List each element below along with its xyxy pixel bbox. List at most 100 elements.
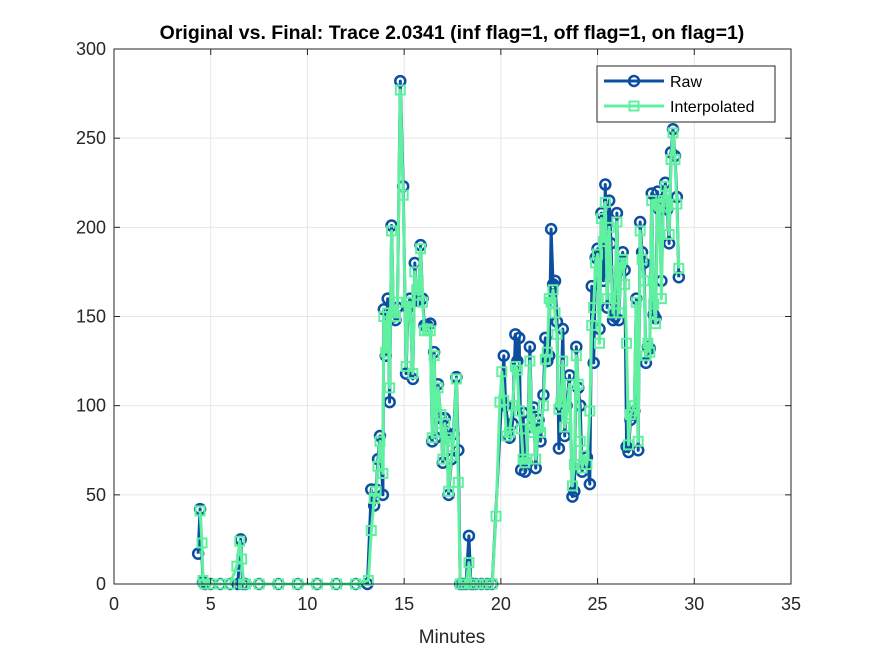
data-point-raw xyxy=(587,356,600,370)
data-point-interpolated xyxy=(432,382,444,394)
data-point-interpolated xyxy=(463,557,475,569)
data-point-interpolated xyxy=(555,396,567,408)
data-point-interpolated xyxy=(557,355,569,367)
data-point-interpolated xyxy=(541,346,553,358)
data-point-interpolated xyxy=(443,485,455,497)
data-point-interpolated xyxy=(619,278,631,290)
data-point-interpolated xyxy=(630,296,642,308)
data-point-interpolated xyxy=(428,350,440,362)
data-point-raw xyxy=(645,187,658,200)
data-point-raw xyxy=(585,279,599,293)
data-point-interpolated xyxy=(524,355,536,367)
x-tick-label: 5 xyxy=(206,594,216,614)
data-point-interpolated xyxy=(621,337,633,349)
data-point-raw xyxy=(497,349,511,362)
data-point-interpolated xyxy=(407,368,419,380)
legend-marker-raw xyxy=(627,74,641,88)
legend-label-raw: Raw xyxy=(670,74,702,91)
data-point-interpolated xyxy=(530,453,542,465)
data-point-interpolated xyxy=(394,84,406,96)
x-tick-label: 35 xyxy=(781,594,801,614)
data-point-raw xyxy=(599,178,612,191)
data-point-interpolated xyxy=(673,262,685,274)
x-tick-label: 30 xyxy=(684,594,704,614)
data-point-interpolated xyxy=(594,337,606,349)
data-point-interpolated xyxy=(439,418,451,429)
y-tick-label: 250 xyxy=(76,128,106,148)
data-point-interpolated xyxy=(609,293,621,305)
data-point-raw xyxy=(523,340,537,354)
data-point-interpolated xyxy=(601,293,613,305)
data-point-interpolated xyxy=(588,302,600,314)
data-point-interpolated xyxy=(611,216,623,228)
data-point-interpolated xyxy=(592,248,604,260)
data-point-interpolated xyxy=(196,537,208,549)
data-point-interpolated xyxy=(452,476,464,488)
axis-ticks: 0 5 10 15 20 25 30 35 0 50 100 150 200 250 300 xyxy=(76,39,801,614)
x-axis-label: Minutes xyxy=(419,627,486,648)
data-point-interpolated xyxy=(545,296,557,308)
data-point-interpolated xyxy=(559,421,571,433)
data-point-interpolated xyxy=(638,275,650,287)
y-tick-label: 100 xyxy=(76,396,106,416)
data-point-interpolated xyxy=(365,525,377,536)
data-point-interpolated xyxy=(539,353,551,365)
y-tick-label: 0 xyxy=(96,574,106,594)
data-point-interpolated xyxy=(511,364,523,376)
legend: Raw Interpolated xyxy=(596,65,776,123)
legend-box xyxy=(596,65,776,123)
data-point-interpolated xyxy=(362,574,374,586)
data-point-interpolated xyxy=(537,400,549,412)
data-point-interpolated xyxy=(368,492,380,504)
chart-title: Original vs. Final: Trace 2.0341 (inf fl… xyxy=(160,22,745,44)
data-point-interpolated xyxy=(421,323,433,335)
x-tick-label: 25 xyxy=(588,594,608,614)
data-point-interpolated xyxy=(374,435,386,447)
data-point-interpolated xyxy=(194,505,206,517)
y-tick-label: 300 xyxy=(76,39,106,59)
x-tick-label: 10 xyxy=(297,594,317,614)
data-point-interpolated xyxy=(380,346,392,358)
data-point-interpolated xyxy=(570,350,582,362)
data-point-interpolated xyxy=(386,225,398,237)
series-interpolated xyxy=(194,84,685,590)
data-point-interpolated xyxy=(409,266,421,278)
x-tick-label: 20 xyxy=(491,594,511,614)
data-point-interpolated xyxy=(607,307,619,319)
data-point-raw xyxy=(462,529,476,543)
data-point-interpolated xyxy=(513,405,525,417)
data-point-interpolated xyxy=(391,296,403,308)
data-point-interpolated xyxy=(377,467,389,479)
y-tick-label: 200 xyxy=(76,217,106,237)
data-point-interpolated xyxy=(415,243,427,255)
data-point-raw xyxy=(583,477,597,491)
data-point-interpolated xyxy=(404,296,416,308)
data-point-interpolated xyxy=(424,325,436,337)
data-point-interpolated xyxy=(572,378,584,390)
data-point-interpolated xyxy=(605,266,617,278)
data-point-interpolated xyxy=(574,435,586,447)
data-point-interpolated xyxy=(599,196,611,208)
data-point-raw xyxy=(552,442,566,455)
data-point-interpolated xyxy=(430,426,442,438)
data-point-interpolated xyxy=(597,236,609,248)
data-point-interpolated xyxy=(584,405,596,417)
data-point-interpolated xyxy=(566,480,578,492)
series-layer xyxy=(191,74,686,591)
data-point-interpolated xyxy=(632,435,644,447)
data-point-interpolated xyxy=(549,307,561,319)
data-point-interpolated xyxy=(370,485,382,497)
data-point-raw xyxy=(544,222,558,236)
data-point-interpolated xyxy=(655,293,667,305)
data-point-raw xyxy=(539,331,552,345)
data-point-interpolated xyxy=(650,318,662,330)
data-point-interpolated xyxy=(418,325,430,337)
data-point-interpolated xyxy=(515,423,527,435)
data-point-interpolated xyxy=(400,360,412,372)
data-point-interpolated xyxy=(659,180,671,192)
data-point-raw xyxy=(639,356,653,370)
data-point-interpolated xyxy=(634,225,646,237)
data-point-interpolated xyxy=(595,212,607,224)
data-point-interpolated xyxy=(547,284,559,296)
